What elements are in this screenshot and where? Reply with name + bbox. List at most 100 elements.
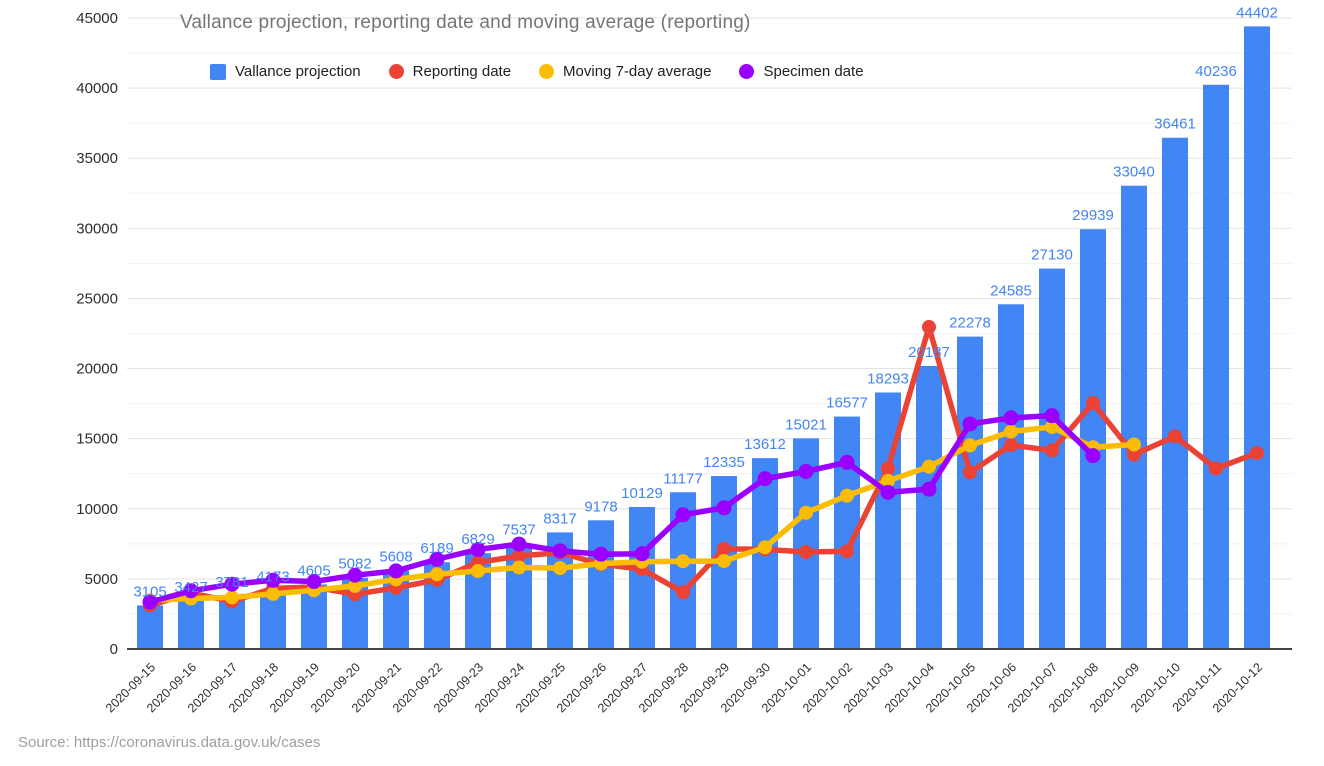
point-2020-09-25 [553, 561, 567, 576]
bar-value-label: 24585 [990, 282, 1032, 299]
legend-item-reporting-date: Reporting date [388, 63, 512, 80]
point-2020-09-17 [225, 590, 239, 605]
bar-value-label: 11177 [663, 470, 703, 487]
point-2020-10-01 [799, 545, 813, 560]
y-axis-tick-label: 15000 [76, 431, 118, 448]
point-2020-10-03 [881, 473, 895, 488]
point-2020-10-07 [1044, 408, 1060, 424]
point-2020-10-04 [922, 320, 936, 335]
bar-2020-09-27 [629, 506, 655, 649]
point-2020-09-15 [142, 594, 158, 610]
point-2020-10-05 [962, 416, 978, 432]
bar-2020-10-04 [916, 365, 942, 649]
point-2020-10-05 [963, 438, 977, 453]
minor-gridlines [127, 52, 1292, 615]
bar-value-label: 9178 [584, 498, 617, 515]
legend-swatch-specimen-circle-icon [739, 64, 755, 79]
bar-value-label: 18293 [867, 370, 909, 387]
bar-2020-10-09 [1121, 185, 1147, 649]
legend-item-specimen-date: Specimen date [739, 63, 864, 80]
bar-value-label: 6189 [420, 540, 453, 557]
bar-value-label: 10129 [621, 485, 663, 502]
point-2020-10-03 [880, 484, 896, 500]
point-2020-09-29 [717, 554, 731, 569]
legend-swatch-vallance-square-icon [210, 63, 226, 80]
y-axis-tick-label: 30000 [76, 220, 118, 237]
y-axis-tick-label: 0 [110, 641, 118, 658]
bar-value-label: 6829 [461, 531, 494, 548]
point-2020-09-20 [348, 578, 362, 593]
point-2020-10-12 [1250, 446, 1264, 461]
legend-label: Vallance projection [235, 63, 361, 80]
point-2020-10-08 [1086, 396, 1100, 411]
point-2020-10-02 [840, 488, 854, 503]
point-2020-10-02 [839, 454, 855, 470]
legend-label: Moving 7-day average [563, 63, 712, 80]
bar-value-label: 33040 [1113, 164, 1155, 181]
bar-value-label: 29939 [1072, 207, 1114, 224]
bar-value-label: 5082 [338, 556, 371, 573]
y-axis-tick-label: 20000 [76, 361, 118, 378]
point-2020-09-29 [716, 500, 732, 516]
y-axis-tick-label: 5000 [85, 571, 118, 588]
chart-legend: Vallance projection Reporting date Movin… [210, 63, 864, 80]
bar-2020-09-16 [178, 600, 204, 649]
point-2020-09-26 [593, 546, 609, 562]
point-2020-10-04 [921, 481, 937, 497]
bar-value-label: 22278 [949, 315, 991, 332]
point-2020-10-09 [1127, 447, 1141, 462]
legend-swatch-average-circle-icon [539, 64, 555, 79]
x-axis-date-labels: 2020-09-152020-09-162020-09-172020-09-18… [103, 660, 1265, 715]
line-series-specimen-date [142, 408, 1101, 610]
point-2020-10-02 [840, 544, 854, 559]
point-2020-09-22 [430, 567, 444, 582]
point-2020-09-23 [470, 541, 486, 557]
bar-value-labels: 3105 3427 3781 4173 4605 5082 5608 6189 6829 7537… [133, 4, 1278, 600]
point-2020-10-10 [1168, 429, 1182, 444]
bar-value-label: 3427 [174, 579, 207, 596]
bar-value-label: 27130 [1031, 247, 1073, 264]
bar-2020-10-11 [1203, 84, 1229, 649]
line-series-group [142, 320, 1264, 613]
point-2020-09-25 [552, 543, 568, 559]
y-axis-tick-label: 10000 [76, 501, 118, 518]
bar-2020-09-26 [588, 520, 614, 649]
point-2020-10-01 [798, 463, 814, 479]
point-2020-09-28 [675, 507, 691, 523]
point-2020-10-04 [922, 459, 936, 474]
point-2020-09-29 [717, 541, 731, 556]
source-note: Source: https://coronavirus.data.gov.uk/… [18, 734, 321, 751]
point-2020-10-05 [963, 465, 977, 480]
point-2020-09-28 [676, 585, 690, 600]
bar-series-vallance-projection [137, 26, 1270, 649]
legend-label: Reporting date [412, 63, 512, 80]
y-axis-tick-label: 35000 [76, 150, 118, 167]
bar-value-label: 15021 [785, 416, 827, 433]
point-2020-09-30 [758, 540, 772, 555]
legend-item-vallance-projection: Vallance projection [210, 63, 361, 80]
point-2020-09-23 [471, 564, 485, 579]
point-2020-09-16 [183, 583, 199, 599]
point-2020-10-07 [1045, 443, 1059, 458]
bar-value-label: 36461 [1154, 116, 1196, 133]
point-2020-10-11 [1209, 461, 1223, 476]
point-2020-10-06 [1004, 424, 1018, 439]
point-2020-09-19 [306, 574, 322, 590]
point-2020-09-24 [512, 548, 526, 563]
point-2020-09-21 [388, 563, 404, 579]
bar-value-label: 16577 [826, 395, 868, 412]
bar-2020-10-08 [1080, 229, 1106, 649]
bar-value-label: 7537 [502, 521, 535, 538]
point-2020-09-28 [676, 554, 690, 569]
point-2020-09-30 [757, 471, 773, 487]
point-2020-10-07 [1045, 419, 1059, 434]
point-2020-10-08 [1085, 448, 1101, 464]
point-2020-10-09 [1127, 437, 1141, 452]
bar-value-label: 44402 [1236, 4, 1278, 21]
y-axis-tick-label: 25000 [76, 290, 118, 307]
bar-2020-10-07 [1039, 268, 1065, 649]
point-2020-09-20 [347, 567, 363, 583]
point-2020-09-18 [265, 572, 281, 588]
bar-2020-10-10 [1162, 137, 1188, 649]
